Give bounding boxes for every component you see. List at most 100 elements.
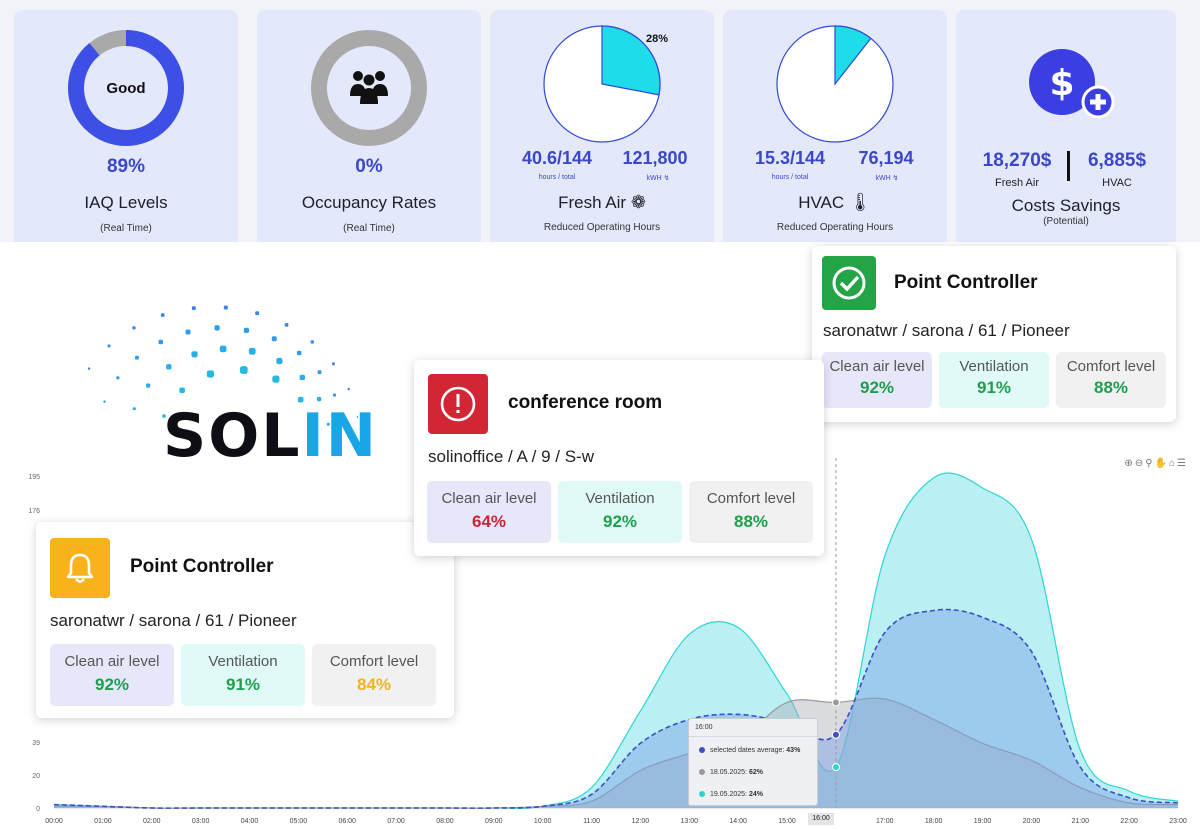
svg-text:$: $ [1049, 63, 1074, 104]
x-tick-label: 08:00 [436, 818, 454, 825]
metric-ventilation: Ventilation 92% [558, 481, 682, 543]
highlight-point [831, 763, 840, 772]
home-icon[interactable]: ⌂ [1168, 458, 1178, 469]
logo-dot [214, 325, 220, 331]
logo-dot [132, 326, 136, 330]
metric-clean-air: Clean air level 92% [50, 644, 174, 706]
logo-dot [297, 396, 304, 403]
y-tick-label: 39 [32, 740, 40, 747]
savings-subtitle: (Potential) [1043, 216, 1089, 227]
x-tick-label: 06:00 [338, 818, 356, 825]
search-icon[interactable]: ⚲ [1145, 458, 1155, 469]
pan-icon[interactable]: ✋ [1154, 458, 1169, 469]
y-tick-label: 0 [36, 806, 40, 813]
x-tick-label: 20:00 [1023, 818, 1041, 825]
occupancy-value: 0% [355, 156, 383, 177]
y-tick-label: 176 [28, 508, 40, 515]
hvac-hours: 15.3/144 [754, 148, 826, 168]
chart-toolbar[interactable]: ⊕⊖⚲✋⌂☰ [1124, 458, 1188, 469]
x-tick-label: 14:00 [729, 818, 747, 825]
menu-icon[interactable]: ☰ [1177, 458, 1188, 469]
savings-fresh-air-value: 18,270$ [982, 150, 1052, 171]
alert-circle-icon [428, 374, 488, 434]
occupancy-card[interactable]: 0% Occupancy Rates (Real Time) [257, 10, 481, 242]
logo-dot [116, 376, 120, 380]
card-title: Point Controller [130, 556, 274, 577]
x-tick-label: 04:00 [241, 818, 259, 825]
logo-dot [272, 375, 280, 383]
metric-ventilation: Ventilation 91% [181, 644, 305, 706]
logo-dot [191, 306, 196, 311]
logo-dot [87, 367, 91, 370]
logo-dot [191, 351, 198, 358]
card-title: Point Controller [894, 272, 1038, 293]
x-tick-label: 07:00 [387, 818, 405, 825]
solin-logo-text: SOLIN [163, 401, 378, 471]
thermometer-icon: 🌡 [848, 192, 872, 212]
x-tick-label: 18:00 [925, 818, 943, 825]
logo-dot [223, 305, 228, 310]
logo-dot [248, 347, 256, 355]
logo-dot [356, 416, 358, 418]
metric-clean-air: Clean air level 64% [427, 481, 551, 543]
fresh-air-card[interactable]: 28% 40.6/144 hours / total 121,800 kWH ↯… [490, 10, 714, 242]
logo-dot [219, 345, 227, 353]
x-tick-label: 01:00 [94, 818, 112, 825]
zoom-in-icon[interactable]: ⊕ [1124, 458, 1135, 469]
hvac-subtitle: Reduced Operating Hours [776, 222, 894, 233]
bolt-icon: ↯ [663, 175, 670, 182]
kpi-strip: Good 89% IAQ Levels (Real Time) 0% Occup… [0, 0, 1200, 242]
y-tick-label: 20 [32, 773, 40, 780]
logo-dot [347, 387, 350, 391]
logo-dot [299, 374, 305, 381]
logo-dot [160, 313, 165, 317]
hvac-title: HVAC 🌡 [798, 192, 872, 212]
savings-title: Costs Savings [1011, 196, 1121, 215]
fresh-air-kwh: 121,800 [622, 148, 688, 168]
series-area [54, 472, 1178, 809]
iaq-donut: Good [68, 30, 184, 146]
card-path: solinoffice / A / 9 / S-w [428, 447, 594, 466]
logo-dot [332, 393, 336, 397]
dollar-plus-icon: $ [1029, 49, 1115, 119]
fan-icon: ❁ [630, 192, 646, 212]
x-tick-label: 09:00 [485, 818, 503, 825]
point-card-conference-room[interactable]: conference room solinoffice / A / 9 / S-… [414, 360, 824, 556]
highlight-point [831, 730, 840, 739]
tooltip-row-18-05: 18.05.2025: 62% [699, 769, 763, 776]
x-tick-label: 22:00 [1120, 818, 1138, 825]
logo-dot [326, 422, 330, 426]
logo-dot [239, 366, 248, 374]
occupancy-donut [311, 30, 427, 146]
logo-dot [284, 323, 289, 327]
logo-dot [271, 336, 277, 342]
fresh-air-subtitle: Reduced Operating Hours [543, 222, 661, 233]
iaq-subtitle: (Real Time) [100, 223, 152, 234]
x-tick-label: 17:00 [876, 818, 894, 825]
fresh-air-pie-label: 28% [646, 33, 668, 45]
series-area [54, 698, 1178, 809]
metric-comfort: Comfort level 84% [312, 644, 436, 706]
logo-dot [132, 407, 136, 411]
iaq-donut-label: Good [106, 80, 145, 97]
iaq-value: 89% [106, 156, 146, 177]
hvac-card[interactable]: 15.3/144 hours / total 76,194 kWH ↯ HVAC… [723, 10, 947, 242]
iaq-card[interactable]: Good 89% IAQ Levels (Real Time) [14, 10, 238, 242]
logo-dot [185, 329, 191, 335]
y-tick-label: 195 [28, 474, 40, 481]
occupancy-chart[interactable]: ⊕⊖⚲✋⌂☰ 0 20 39 176 195 00:00 01:00 02:00 03:00 04… [18, 458, 1200, 825]
solin-logo-dots [87, 305, 358, 430]
x-tick-label: 21:00 [1071, 818, 1089, 825]
logo-dot [158, 339, 163, 345]
point-card-pioneer-warning[interactable]: Point Controller saronatwr / sarona / 61… [36, 522, 454, 718]
tooltip-header: 16:00 [689, 719, 817, 737]
point-card-pioneer-ok[interactable]: Point Controller saronatwr / sarona / 61… [812, 246, 1176, 422]
series-line [53, 608, 1179, 809]
zoom-out-icon[interactable]: ⊖ [1134, 458, 1146, 469]
metric-ventilation: Ventilation 91% [939, 352, 1049, 408]
metric-clean-air: Clean air level 92% [822, 352, 932, 408]
savings-card[interactable]: $ 18,270$ Fresh Air 6,885$ HVAC Costs Sa… [956, 10, 1176, 242]
x-tick-label: 05:00 [290, 818, 308, 825]
x-tick-label: 11:00 [583, 818, 600, 825]
logo-dot [316, 396, 322, 402]
